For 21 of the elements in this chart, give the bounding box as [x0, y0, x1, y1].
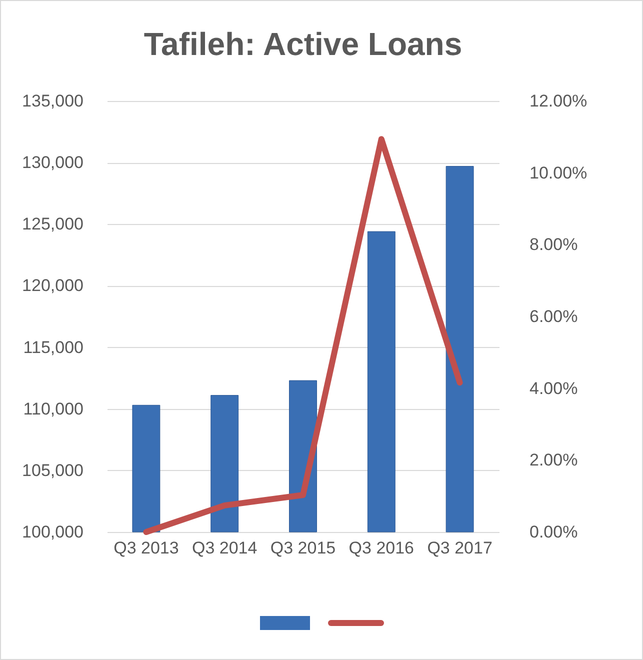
- x-tick-label: Q3 2016: [348, 538, 414, 558]
- y-tick-label: 130,000: [22, 153, 84, 172]
- y2-tick-label: 8.00%: [530, 235, 578, 254]
- y-tick-label: 100,000: [22, 522, 84, 542]
- y-tick-label: 120,000: [22, 276, 84, 296]
- y-tick-label: 115,000: [23, 338, 84, 357]
- y2-tick-label: 6.00%: [530, 307, 578, 326]
- x-tick-label: Q3 2015: [270, 538, 336, 558]
- chart-title: Tafileh: Active Loans: [144, 26, 462, 62]
- y-tick-label: 110,000: [23, 399, 84, 418]
- y2-tick-label: 4.00%: [530, 378, 578, 398]
- x-tick-label: Q3 2013: [114, 538, 179, 558]
- x-tick-label: Q3 2014: [192, 538, 258, 558]
- y-tick-label: 135,000: [22, 92, 84, 110]
- y2-tick-label: 12.00%: [530, 92, 588, 110]
- y2-tick-label: 10.00%: [530, 163, 588, 182]
- y2-tick-label: 2.00%: [530, 450, 578, 470]
- y-tick-label: 125,000: [22, 214, 84, 234]
- y2-tick-label: 0.00%: [530, 522, 578, 542]
- y-tick-label: 105,000: [22, 460, 84, 480]
- x-tick-label: Q3 2017: [427, 538, 492, 558]
